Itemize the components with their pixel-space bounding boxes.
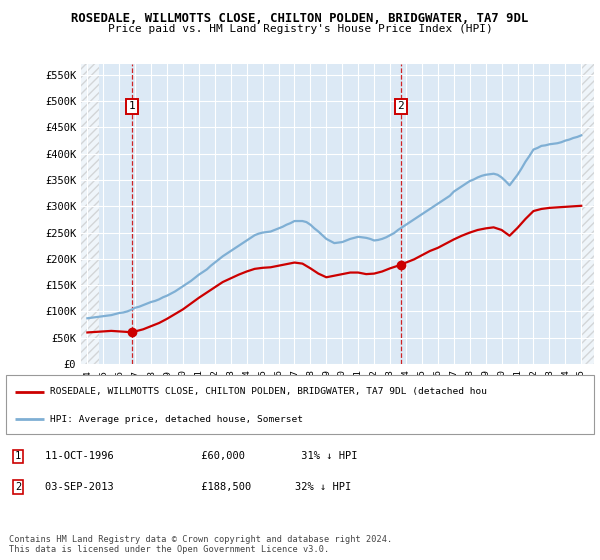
Text: ROSEDALE, WILLMOTTS CLOSE, CHILTON POLDEN, BRIDGWATER, TA7 9DL (detached hou: ROSEDALE, WILLMOTTS CLOSE, CHILTON POLDE… — [50, 387, 487, 396]
Text: 03-SEP-2013              £188,500       32% ↓ HPI: 03-SEP-2013 £188,500 32% ↓ HPI — [45, 482, 351, 492]
Text: 1: 1 — [15, 451, 21, 461]
Text: ROSEDALE, WILLMOTTS CLOSE, CHILTON POLDEN, BRIDGWATER, TA7 9DL: ROSEDALE, WILLMOTTS CLOSE, CHILTON POLDE… — [71, 12, 529, 25]
Text: 1: 1 — [128, 101, 135, 111]
Text: Contains HM Land Registry data © Crown copyright and database right 2024.
This d: Contains HM Land Registry data © Crown c… — [9, 535, 392, 554]
Text: HPI: Average price, detached house, Somerset: HPI: Average price, detached house, Some… — [50, 415, 303, 424]
Text: 11-OCT-1996              £60,000         31% ↓ HPI: 11-OCT-1996 £60,000 31% ↓ HPI — [45, 451, 358, 461]
Text: 2: 2 — [397, 101, 404, 111]
Text: 2: 2 — [15, 482, 21, 492]
Bar — [81, 64, 98, 364]
Bar — [581, 64, 594, 364]
Text: Price paid vs. HM Land Registry's House Price Index (HPI): Price paid vs. HM Land Registry's House … — [107, 24, 493, 34]
FancyBboxPatch shape — [6, 375, 594, 434]
